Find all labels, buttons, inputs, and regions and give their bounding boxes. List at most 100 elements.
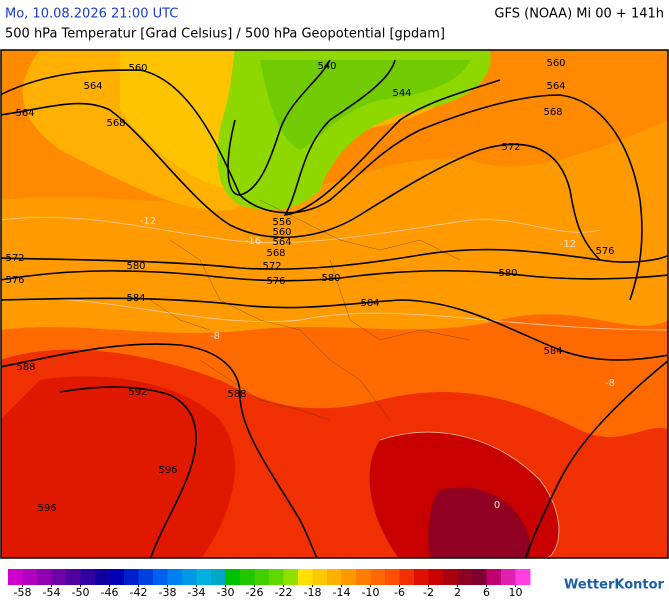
temperature-label: -16 <box>245 236 261 247</box>
temperature-label: 0 <box>494 500 500 511</box>
contour-label: 540 <box>317 61 336 72</box>
colorbar-tick-label: 6 <box>483 586 490 599</box>
model-label: GFS (NOAA) Mi 00 + 141h <box>494 7 664 22</box>
contour-label: 564 <box>83 81 102 92</box>
contour-label: 588 <box>227 389 246 400</box>
contour-label: 576 <box>595 246 614 257</box>
colorbar-swatch <box>211 569 226 585</box>
contour-label: 596 <box>37 503 56 514</box>
colorbar-swatch <box>370 569 386 585</box>
temp-area <box>1 376 235 558</box>
map-frame <box>0 49 669 559</box>
colorbar-tick-label: -42 <box>130 586 148 599</box>
colorbar-swatch <box>472 569 487 585</box>
subtitle: 500 hPa Temperatur [Grad Celsius] / 500 … <box>5 27 445 42</box>
colorbar-swatch <box>167 569 183 585</box>
colorbar-swatch <box>312 569 328 585</box>
colorbar-tick-label: -50 <box>72 586 90 599</box>
contour-label: 584 <box>360 298 379 309</box>
geopotential-isoline <box>1 69 643 301</box>
geopotential-isoline <box>1 102 601 261</box>
colorbar-swatch <box>457 569 473 585</box>
contour-label: 568 <box>266 248 285 259</box>
country-borders <box>149 199 471 421</box>
geopotential-isoline <box>1 297 668 361</box>
colorbar-tick-label: -18 <box>304 586 322 599</box>
colorbar-swatch <box>283 569 299 585</box>
colorbar-swatch <box>80 569 96 585</box>
colorbar-swatch <box>124 569 139 585</box>
contour-label: 580 <box>498 268 517 279</box>
colorbar-swatch <box>182 569 197 585</box>
contour-label: 564 <box>15 108 34 119</box>
brand-logo: WetterKontor <box>564 578 665 593</box>
colorbar-swatch <box>486 569 502 585</box>
colorbar-swatch <box>37 569 52 585</box>
colorbar-swatch <box>399 569 415 585</box>
colorbar-swatch <box>385 569 400 585</box>
colorbar-swatch <box>269 569 284 585</box>
colorbar-swatch <box>501 569 516 585</box>
colorbar-swatch <box>414 569 429 585</box>
colorbar-tick-label: 2 <box>454 586 461 599</box>
colorbar-tick-label: -26 <box>246 586 264 599</box>
contour-label: 584 <box>543 346 562 357</box>
geopotential-isoline <box>227 59 331 196</box>
contour-label: 580 <box>126 261 145 272</box>
colorbar-swatch <box>225 569 241 585</box>
colorbar-tick-label: -46 <box>101 586 119 599</box>
colorbar-swatch <box>443 569 458 585</box>
colorbar-swatch <box>196 569 212 585</box>
date-label: Mo, 10.08.2026 21:00 UTC <box>5 7 178 22</box>
colorbar-tick-label: -22 <box>275 586 293 599</box>
colorbar-tick-label: -54 <box>43 586 61 599</box>
temperature-label: -8 <box>210 331 220 342</box>
colorbar-swatch <box>298 569 313 585</box>
contour-label: 556 <box>272 217 291 228</box>
temperature-isoline <box>1 216 601 244</box>
colorbar-swatch <box>138 569 154 585</box>
colorbar-swatch <box>95 569 110 585</box>
map <box>0 49 669 559</box>
colorbar-tick-label: -30 <box>217 586 235 599</box>
contour-label: 592 <box>128 387 147 398</box>
temp-area <box>428 487 530 558</box>
temperature-label: -12 <box>560 239 576 250</box>
geopotential-isoline <box>1 248 668 270</box>
contour-label: 564 <box>546 81 565 92</box>
colorbar-tick-label: -10 <box>362 586 380 599</box>
contour-label: 576 <box>5 275 24 286</box>
contour-label: 564 <box>272 237 291 248</box>
colorbar-swatch <box>109 569 125 585</box>
contour-label: 576 <box>266 276 285 287</box>
colorbar-swatch <box>428 569 444 585</box>
colorbar-swatch <box>22 569 38 585</box>
colorbar-swatch <box>8 569 23 585</box>
colorbar-swatch <box>327 569 342 585</box>
colorbar-tick-label: -34 <box>188 586 206 599</box>
contour-label: 560 <box>128 63 147 74</box>
colorbar-tick-label: -6 <box>394 586 405 599</box>
colorbar-tick-label: -58 <box>14 586 32 599</box>
contour-label: 596 <box>158 465 177 476</box>
colorbar-swatch <box>66 569 81 585</box>
contour-label: 560 <box>546 58 565 69</box>
temperature-isoline <box>379 431 560 558</box>
colorbar-tick-label: -2 <box>423 586 434 599</box>
colorbar-swatch <box>356 569 371 585</box>
contour-label: 572 <box>501 142 520 153</box>
colorbar-swatch <box>51 569 67 585</box>
geopotential-isoline <box>59 386 197 558</box>
contour-label: 572 <box>5 253 24 264</box>
colorbar-swatch <box>240 569 255 585</box>
geopotential-isoline <box>524 359 668 558</box>
geopotential-isoline <box>1 343 318 558</box>
contour-label: 544 <box>392 88 411 99</box>
contour-label: 572 <box>262 261 281 272</box>
colorbar-tick-label: -14 <box>333 586 351 599</box>
contour-label: 568 <box>106 118 125 129</box>
temperature-label: -12 <box>140 216 156 227</box>
temperature-label: -8 <box>605 378 615 389</box>
colorbar-swatch <box>341 569 357 585</box>
geopotential-isoline <box>1 269 668 282</box>
